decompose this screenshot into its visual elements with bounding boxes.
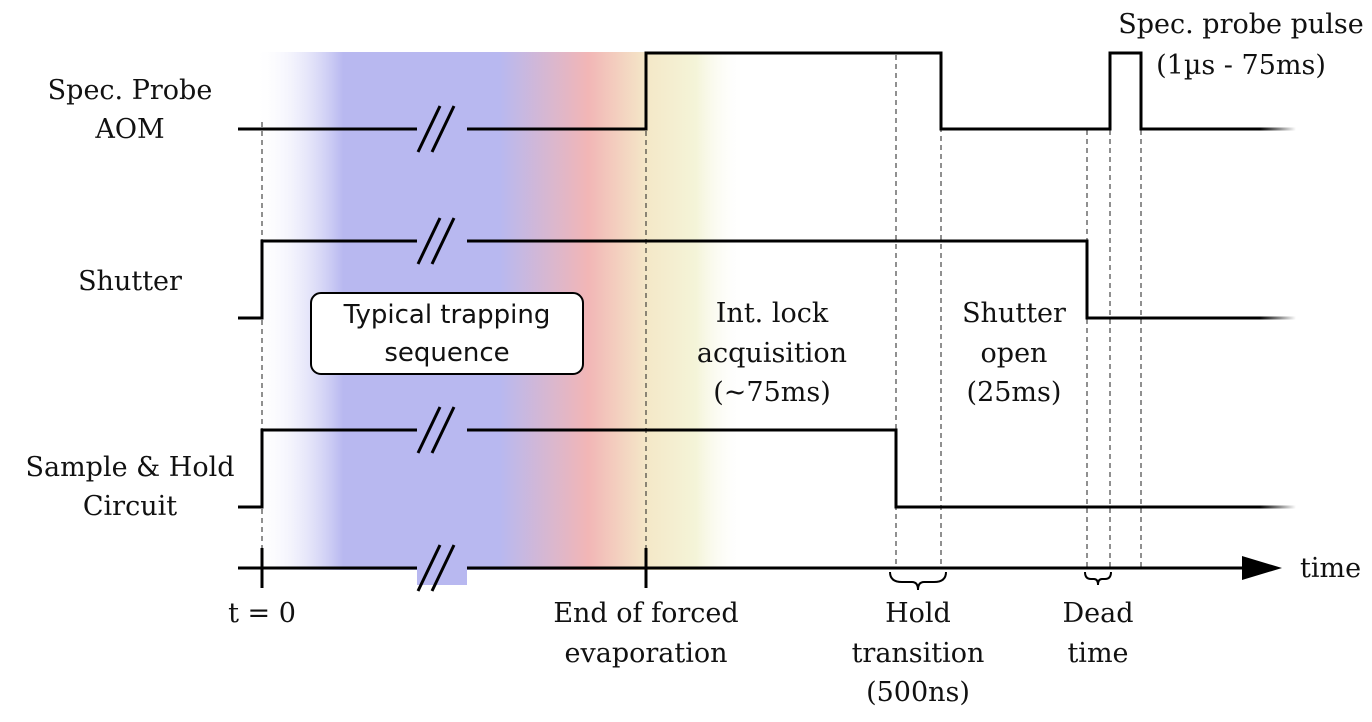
sample-label-line1: Sample & Hold [25, 452, 234, 483]
probe-pulse-line1: Spec. probe pulse [1118, 9, 1363, 40]
time-axis-arrowhead [1242, 556, 1282, 580]
axis-break-markers [416, 105, 467, 592]
trapping-sequence-box [310, 292, 584, 375]
dead-time-brace [1084, 571, 1112, 586]
trapping-label-line2: sequence [384, 338, 509, 368]
probe-pulse-line2: (1µs - 75ms) [1156, 50, 1326, 81]
evaporation-label-line1: End of forced [553, 598, 738, 629]
shutter-open-line3: (25ms) [967, 377, 1062, 408]
break-shutter [416, 217, 467, 265]
evaporation-label-line2: evaporation [564, 638, 727, 669]
probe-label-line1: Spec. Probe [48, 75, 213, 106]
axis-time-label: time [1300, 553, 1361, 584]
probe-label-line2: AOM [94, 114, 164, 145]
probe-aom-waveform [238, 51, 1260, 131]
dead-label-line2: time [1067, 638, 1128, 669]
shutter-open-line1: Shutter [962, 298, 1066, 329]
hold-label-line1: Hold [885, 598, 951, 629]
dead-label-line1: Dead [1062, 598, 1133, 629]
shutter-label: Shutter [78, 266, 182, 297]
hold-label-line3: (500ns) [866, 677, 970, 708]
lock-label-line2: acquisition [697, 338, 847, 369]
hold-transition-brace [889, 571, 947, 591]
shutter-open-line2: open [981, 338, 1048, 369]
sample-waveform-fade [1260, 505, 1296, 509]
trapping-label-line1: Typical trapping [343, 300, 551, 330]
probe-waveform-fade [1260, 127, 1296, 131]
hold-label-line2: transition [852, 638, 985, 669]
break-probe [416, 105, 467, 153]
break-axis [416, 544, 467, 592]
t0-label: t = 0 [228, 598, 296, 629]
lock-label-line1: Int. lock [716, 298, 829, 329]
sample-label-line2: Circuit [83, 491, 177, 522]
lock-label-line3: (~75ms) [713, 377, 831, 408]
sample-hold-waveform [238, 428, 1260, 509]
shutter-waveform-fade [1260, 316, 1296, 320]
break-sample [416, 406, 467, 454]
shutter-waveform [238, 239, 1260, 320]
